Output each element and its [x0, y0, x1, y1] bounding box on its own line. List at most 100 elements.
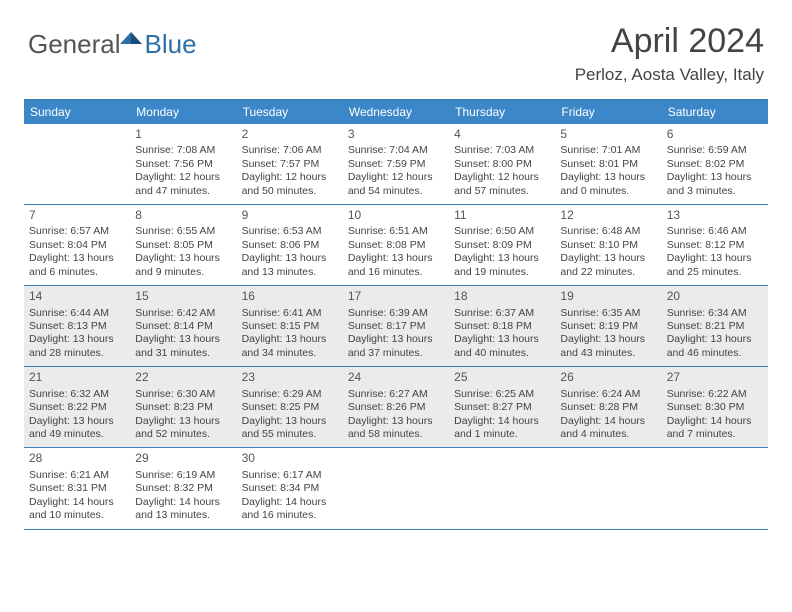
day-number: 7 — [29, 208, 125, 223]
weekday-header: Tuesday — [237, 101, 343, 124]
sunset-text: Sunset: 8:34 PM — [242, 482, 338, 495]
calendar-day: 9 Sunrise: 6:53 AMSunset: 8:06 PMDaylight… — [237, 205, 343, 285]
calendar-day: 6Sunrise: 6:59 AMSunset: 8:02 PMDaylight… — [662, 124, 768, 204]
calendar-day: 23Sunrise: 6:29 AMSunset: 8:25 PMDayligh… — [237, 367, 343, 447]
sunset-text: Sunset: 8:01 PM — [560, 158, 656, 171]
daylight-text: Daylight: 13 hours and 25 minutes. — [667, 252, 763, 279]
header: General Blue April 2024 Perloz, Aosta Va… — [0, 0, 792, 91]
day-number: 10 — [348, 208, 444, 223]
sunset-text: Sunset: 8:08 PM — [348, 239, 444, 252]
sunrise-text: Sunrise: 6:34 AM — [667, 307, 763, 320]
day-number: 9 — [242, 208, 338, 223]
daylight-text: Daylight: 13 hours and 43 minutes. — [560, 333, 656, 360]
sunset-text: Sunset: 8:05 PM — [135, 239, 231, 252]
month-title: April 2024 — [575, 22, 764, 61]
calendar-day: 3Sunrise: 7:04 AMSunset: 7:59 PMDaylight… — [343, 124, 449, 204]
daylight-text: Daylight: 12 hours and 54 minutes. — [348, 171, 444, 198]
sunset-text: Sunset: 8:04 PM — [29, 239, 125, 252]
calendar-day: 30Sunrise: 6:17 AMSunset: 8:34 PMDayligh… — [237, 448, 343, 528]
calendar-day: 27Sunrise: 6:22 AMSunset: 8:30 PMDayligh… — [662, 367, 768, 447]
sunset-text: Sunset: 8:26 PM — [348, 401, 444, 414]
weekday-header: Sunday — [24, 101, 130, 124]
daylight-text: Daylight: 14 hours and 4 minutes. — [560, 415, 656, 442]
calendar-day: 2Sunrise: 7:06 AMSunset: 7:57 PMDaylight… — [237, 124, 343, 204]
sunrise-text: Sunrise: 6:42 AM — [135, 307, 231, 320]
sunrise-text: Sunrise: 6:17 AM — [242, 469, 338, 482]
sunrise-text: Sunrise: 6:53 AM — [242, 225, 338, 238]
calendar-day — [555, 448, 661, 528]
sunrise-text: Sunrise: 7:06 AM — [242, 144, 338, 157]
calendar-day: 5Sunrise: 7:01 AMSunset: 8:01 PMDaylight… — [555, 124, 661, 204]
calendar-day — [24, 124, 130, 204]
sunset-text: Sunset: 7:57 PM — [242, 158, 338, 171]
calendar-day — [662, 448, 768, 528]
day-number: 25 — [454, 370, 550, 385]
calendar-week: 7Sunrise: 6:57 AMSunset: 8:04 PMDaylight… — [24, 205, 768, 286]
weekday-header-row: SundayMondayTuesdayWednesdayThursdayFrid… — [24, 101, 768, 124]
sunset-text: Sunset: 8:22 PM — [29, 401, 125, 414]
calendar-day: 1Sunrise: 7:08 AMSunset: 7:56 PMDaylight… — [130, 124, 236, 204]
day-number: 13 — [667, 208, 763, 223]
day-number: 3 — [348, 127, 444, 142]
logo: General Blue — [28, 28, 197, 61]
sunset-text: Sunset: 8:23 PM — [135, 401, 231, 414]
calendar-week: 14Sunrise: 6:44 AMSunset: 8:13 PMDayligh… — [24, 286, 768, 367]
sunset-text: Sunset: 8:27 PM — [454, 401, 550, 414]
calendar-day: 10Sunrise: 6:51 AMSunset: 8:08 PMDayligh… — [343, 205, 449, 285]
sunrise-text: Sunrise: 6:37 AM — [454, 307, 550, 320]
day-number: 6 — [667, 127, 763, 142]
sunrise-text: Sunrise: 7:03 AM — [454, 144, 550, 157]
sunrise-text: Sunrise: 6:41 AM — [242, 307, 338, 320]
sunrise-text: Sunrise: 6:51 AM — [348, 225, 444, 238]
day-number: 11 — [454, 208, 550, 223]
logo-triangle-icon — [120, 28, 144, 51]
daylight-text: Daylight: 12 hours and 47 minutes. — [135, 171, 231, 198]
sunset-text: Sunset: 8:13 PM — [29, 320, 125, 333]
calendar-day — [449, 448, 555, 528]
calendar-day: 15Sunrise: 6:42 AMSunset: 8:14 PMDayligh… — [130, 286, 236, 366]
calendar-day: 19Sunrise: 6:35 AMSunset: 8:19 PMDayligh… — [555, 286, 661, 366]
day-number: 18 — [454, 289, 550, 304]
calendar-week: 1Sunrise: 7:08 AMSunset: 7:56 PMDaylight… — [24, 124, 768, 205]
sunrise-text: Sunrise: 6:44 AM — [29, 307, 125, 320]
sunrise-text: Sunrise: 6:46 AM — [667, 225, 763, 238]
daylight-text: Daylight: 14 hours and 16 minutes. — [242, 496, 338, 523]
calendar-day: 8Sunrise: 6:55 AMSunset: 8:05 PMDaylight… — [130, 205, 236, 285]
day-number: 22 — [135, 370, 231, 385]
sunrise-text: Sunrise: 6:59 AM — [667, 144, 763, 157]
day-number: 4 — [454, 127, 550, 142]
calendar-day: 22Sunrise: 6:30 AMSunset: 8:23 PMDayligh… — [130, 367, 236, 447]
calendar-day: 17Sunrise: 6:39 AMSunset: 8:17 PMDayligh… — [343, 286, 449, 366]
calendar-day: 16Sunrise: 6:41 AMSunset: 8:15 PMDayligh… — [237, 286, 343, 366]
calendar-day: 12Sunrise: 6:48 AMSunset: 8:10 PMDayligh… — [555, 205, 661, 285]
sunrise-text: Sunrise: 7:04 AM — [348, 144, 444, 157]
calendar: SundayMondayTuesdayWednesdayThursdayFrid… — [24, 99, 768, 530]
daylight-text: Daylight: 14 hours and 10 minutes. — [29, 496, 125, 523]
daylight-text: Daylight: 13 hours and 19 minutes. — [454, 252, 550, 279]
calendar-day: 24Sunrise: 6:27 AMSunset: 8:26 PMDayligh… — [343, 367, 449, 447]
calendar-day: 20Sunrise: 6:34 AMSunset: 8:21 PMDayligh… — [662, 286, 768, 366]
sunset-text: Sunset: 8:17 PM — [348, 320, 444, 333]
sunset-text: Sunset: 8:31 PM — [29, 482, 125, 495]
sunrise-text: Sunrise: 6:55 AM — [135, 225, 231, 238]
calendar-day: 13 Sunrise: 6:46 AMSunset: 8:12 PMDayligh… — [662, 205, 768, 285]
sunrise-text: Sunrise: 6:21 AM — [29, 469, 125, 482]
daylight-text: Daylight: 13 hours and 31 minutes. — [135, 333, 231, 360]
daylight-text: Daylight: 12 hours and 57 minutes. — [454, 171, 550, 198]
daylight-text: Daylight: 13 hours and 13 minutes. — [242, 252, 338, 279]
calendar-day: 29Sunrise: 6:19 AMSunset: 8:32 PMDayligh… — [130, 448, 236, 528]
location-text: Perloz, Aosta Valley, Italy — [575, 65, 764, 85]
sunset-text: Sunset: 8:06 PM — [242, 239, 338, 252]
daylight-text: Daylight: 13 hours and 49 minutes. — [29, 415, 125, 442]
calendar-week: 28Sunrise: 6:21 AMSunset: 8:31 PMDayligh… — [24, 448, 768, 529]
calendar-day — [343, 448, 449, 528]
sunrise-text: Sunrise: 6:24 AM — [560, 388, 656, 401]
sunrise-text: Sunrise: 6:25 AM — [454, 388, 550, 401]
daylight-text: Daylight: 13 hours and 34 minutes. — [242, 333, 338, 360]
sunrise-text: Sunrise: 7:08 AM — [135, 144, 231, 157]
calendar-day: 4Sunrise: 7:03 AMSunset: 8:00 PMDaylight… — [449, 124, 555, 204]
weekday-header: Wednesday — [343, 101, 449, 124]
sunset-text: Sunset: 8:12 PM — [667, 239, 763, 252]
day-number: 23 — [242, 370, 338, 385]
daylight-text: Daylight: 14 hours and 7 minutes. — [667, 415, 763, 442]
